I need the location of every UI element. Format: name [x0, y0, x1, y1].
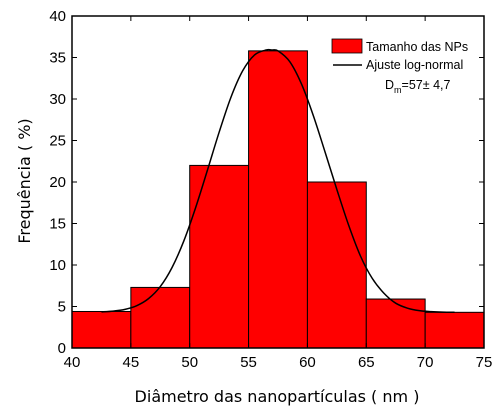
annotation-value: =57± 4,7: [402, 78, 451, 92]
x-axis-label: Diâmetro das nanopartículas ( nm ): [135, 387, 420, 406]
x-tick-label-70: 70: [417, 354, 434, 371]
log-normal-fit-curve: [101, 48, 455, 314]
y-tick-label-0: 0: [58, 340, 66, 357]
x-tick-label-50: 50: [181, 354, 198, 371]
x-tick-label-60: 60: [299, 354, 316, 371]
x-tick-label-55: 55: [240, 354, 257, 371]
histogram-bar-3: [248, 50, 308, 349]
y-axis-label: Frequência ( %): [15, 118, 34, 243]
legend-bar-label: Tamanho das NPs: [366, 40, 468, 54]
x-tick-label-75: 75: [476, 354, 493, 371]
histogram-bar-1: [130, 286, 191, 349]
annotation-sub: m: [394, 85, 402, 95]
histogram-bar-2: [189, 164, 250, 349]
annotation-d: D: [385, 78, 394, 92]
y-tick-label-40: 40: [49, 8, 66, 25]
y-tick-label-15: 15: [49, 216, 66, 233]
mean-diameter-annotation: Dm=57± 4,7: [385, 78, 450, 95]
histogram-bars: [71, 50, 485, 349]
y-tick-label-20: 20: [49, 174, 66, 191]
plot-frame: [71, 15, 485, 349]
axis-ticks: 40 45 50 55 60 65 70 75 0 5 10 15 20 25 30 35 40: [49, 8, 492, 371]
legend-bar-swatch: [331, 38, 363, 54]
histogram-bar-4: [306, 181, 367, 349]
y-tick-label-10: 10: [49, 257, 66, 274]
y-tick-label-30: 30: [49, 91, 66, 108]
y-tick-label-25: 25: [49, 133, 66, 150]
histogram-bar-6: [424, 311, 485, 349]
histogram-bar-0: [71, 310, 132, 349]
legend-fit-label: Ajuste log-normal: [366, 58, 463, 72]
x-tick-label-45: 45: [123, 354, 140, 371]
histogram-bar-5: [365, 298, 426, 349]
y-tick-label-35: 35: [49, 50, 66, 67]
y-tick-label-5: 5: [58, 299, 66, 316]
x-tick-label-65: 65: [358, 354, 375, 371]
x-tick-label-40: 40: [64, 354, 81, 371]
legend: Tamanho das NPs Ajuste log-normal Dm=57±…: [331, 38, 468, 95]
